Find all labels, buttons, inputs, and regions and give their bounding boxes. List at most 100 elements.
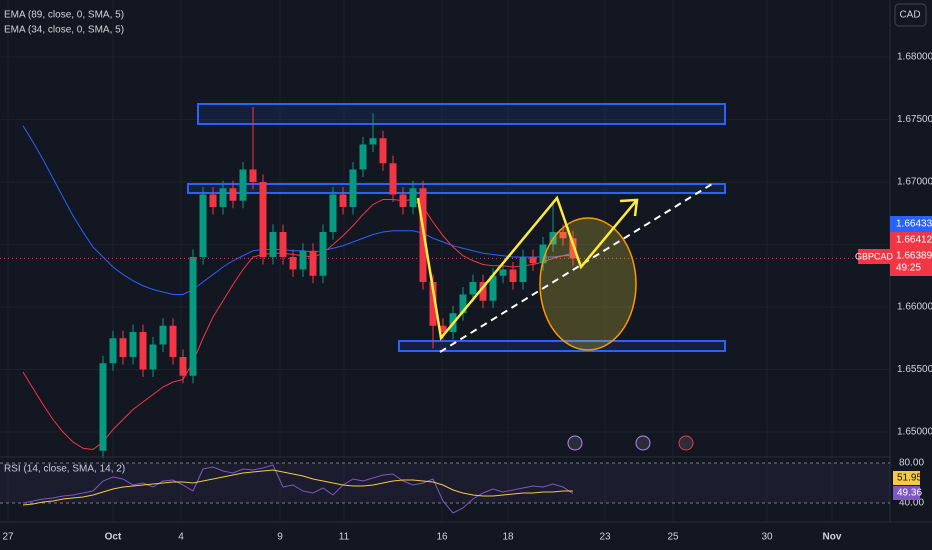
date-label: 4: [178, 532, 184, 543]
indicator-legend[interactable]: EMA (89, close, 0, SMA, 5): [4, 10, 124, 21]
price-tick-label: 1.65000: [897, 427, 932, 438]
price-tag: [890, 216, 932, 232]
candle-body: [129, 332, 137, 357]
price-tick-label: 1.67000: [897, 177, 932, 188]
resistance-zone: [187, 183, 726, 194]
candle-body: [349, 169, 357, 207]
price-tag-label: 1.66389: [896, 251, 932, 262]
countdown: 49:25: [896, 263, 921, 274]
candle-body: [559, 232, 567, 239]
price-tick-label: 1.67500: [897, 114, 932, 125]
rsi-tag: [893, 486, 920, 500]
candle-body: [399, 194, 407, 207]
arrow-head: [619, 198, 639, 217]
candle-body: [459, 294, 467, 314]
date-label: 16: [436, 532, 448, 543]
candle-body: [259, 182, 267, 257]
price-tag-label: 1.66412: [896, 235, 932, 246]
indicator-legend[interactable]: EMA (34, close, 0, SMA, 5): [4, 25, 124, 36]
candle-body: [279, 232, 287, 257]
rsi-tag: [893, 471, 920, 485]
candle-body: [99, 363, 107, 451]
candle-body: [159, 325, 167, 345]
candle-body: [169, 325, 177, 357]
date-label: 11: [339, 532, 350, 543]
resistance-zone: [197, 103, 726, 125]
candle-body: [289, 257, 297, 270]
rsi-sma-line: [22, 469, 574, 506]
date-label: 27: [2, 532, 14, 543]
price-tag-label: 1.66433: [896, 219, 932, 230]
drawings: [187, 103, 726, 352]
candle-body: [509, 269, 517, 282]
indicator-legend[interactable]: RSI (14, close, SMA, 14, 2): [4, 464, 125, 475]
candle-body: [409, 188, 417, 207]
event-icon[interactable]: [678, 435, 694, 451]
candle-body: [469, 282, 477, 295]
candle-body: [439, 325, 447, 332]
rsi-tag-label: 51.95: [897, 473, 922, 484]
price-tick-label: 1.66000: [897, 302, 932, 313]
candle-body: [199, 194, 207, 257]
candle-body: [119, 338, 127, 357]
grid: [0, 0, 890, 522]
candle-body: [369, 138, 377, 145]
currency-button[interactable]: [894, 3, 927, 27]
rsi-line: [22, 464, 574, 514]
date-label: 30: [761, 532, 773, 543]
candle-body: [249, 169, 257, 182]
rsi-tick-label: 80.00: [899, 458, 924, 469]
candle-body: [359, 144, 367, 170]
date-label: 25: [667, 532, 679, 543]
highlight-ellipse: [539, 217, 637, 351]
candle-body: [309, 250, 317, 276]
candle-body: [489, 275, 497, 301]
currency-label: CAD: [899, 10, 920, 21]
price-tag: [890, 232, 932, 248]
price-tag: [890, 248, 932, 276]
rsi-tag-label: 49.36: [897, 488, 922, 499]
rsi-band: [0, 463, 890, 503]
annotations: [416, 183, 713, 451]
candle-body: [429, 282, 437, 326]
candle-body: [139, 332, 147, 370]
support-zone: [398, 340, 726, 352]
candle-body: [339, 194, 347, 207]
date-label: Nov: [823, 532, 842, 543]
price-tick-label: 1.65500: [897, 364, 932, 375]
date-label: 9: [277, 532, 283, 543]
ema-line: [22, 198, 574, 451]
candle-body: [229, 188, 237, 201]
price-tick-label: 1.68000: [897, 52, 932, 63]
event-icons: [567, 435, 694, 451]
candle-body: [219, 188, 227, 207]
date-label: 23: [599, 532, 611, 543]
symbol-label: GBPCAD: [855, 251, 894, 261]
candle-body: [569, 238, 577, 259]
candle-body: [179, 357, 187, 376]
rsi-pane: [0, 462, 890, 514]
ema-line: [22, 125, 574, 295]
candle-body: [379, 138, 387, 164]
candle-body: [319, 232, 327, 276]
candle-body: [149, 344, 157, 370]
candle-body: [329, 194, 337, 232]
symbol-tag: [858, 249, 890, 264]
candle-body: [539, 244, 547, 264]
candle-body: [519, 257, 527, 282]
candle-body: [299, 250, 307, 270]
candle-body: [189, 257, 197, 376]
candle-body: [479, 282, 487, 301]
trendline: [439, 183, 713, 353]
candle-body: [269, 232, 277, 257]
candle-body: [209, 194, 217, 207]
candle-body: [389, 163, 397, 195]
candle-body: [109, 338, 117, 364]
candle-body: [529, 257, 537, 264]
candle-body: [499, 269, 507, 276]
event-icon[interactable]: [567, 435, 583, 451]
event-icon[interactable]: [635, 435, 651, 451]
path-arrow: [416, 195, 637, 341]
